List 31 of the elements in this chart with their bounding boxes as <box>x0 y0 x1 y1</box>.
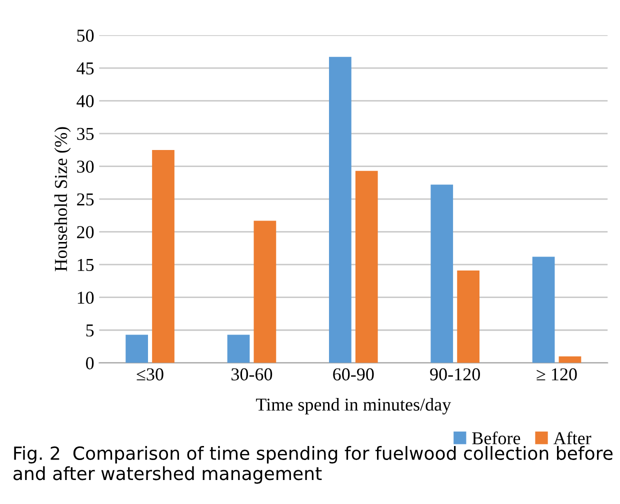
y-tick-label: 20 <box>77 226 94 238</box>
y-tick-label: 25 <box>77 193 94 206</box>
caption: Fig. 2 Comparison of time spending for fuelwood collection before and after watershed management <box>13 446 613 484</box>
x-tick-label: 60-90 <box>333 368 374 380</box>
bar <box>126 334 148 363</box>
bar <box>152 150 174 363</box>
x-tick-label: ≤30 <box>136 368 164 380</box>
bar <box>328 56 352 363</box>
bar <box>430 184 454 363</box>
y-tick-label: 50 <box>77 30 94 42</box>
legend-label: Before <box>472 431 520 444</box>
bar <box>558 356 582 363</box>
x-axis-title: Time spend in minutes/day <box>256 398 452 414</box>
x-tick-label: 90-120 <box>430 368 480 380</box>
bar <box>254 220 276 363</box>
y-tick-label: 5 <box>86 324 94 337</box>
y-tick-label: 10 <box>78 292 94 304</box>
bar <box>532 256 555 363</box>
bar <box>227 334 250 363</box>
y-tick-label: 45 <box>76 62 94 74</box>
x-tick-label: ≥ 120 <box>536 368 577 380</box>
y-tick-label: 35 <box>77 128 94 140</box>
y-tick-label: 15 <box>78 258 94 272</box>
y-tick-label: 30 <box>77 160 94 173</box>
x-tick-label: 30-60 <box>232 368 272 380</box>
bar <box>355 170 378 363</box>
legend-label: After <box>553 431 592 444</box>
y-tick-label: 40 <box>76 95 94 108</box>
y-tick-label: 0 <box>86 357 94 370</box>
bar <box>457 270 480 363</box>
y-axis-title: Household Size (%) <box>54 127 71 272</box>
